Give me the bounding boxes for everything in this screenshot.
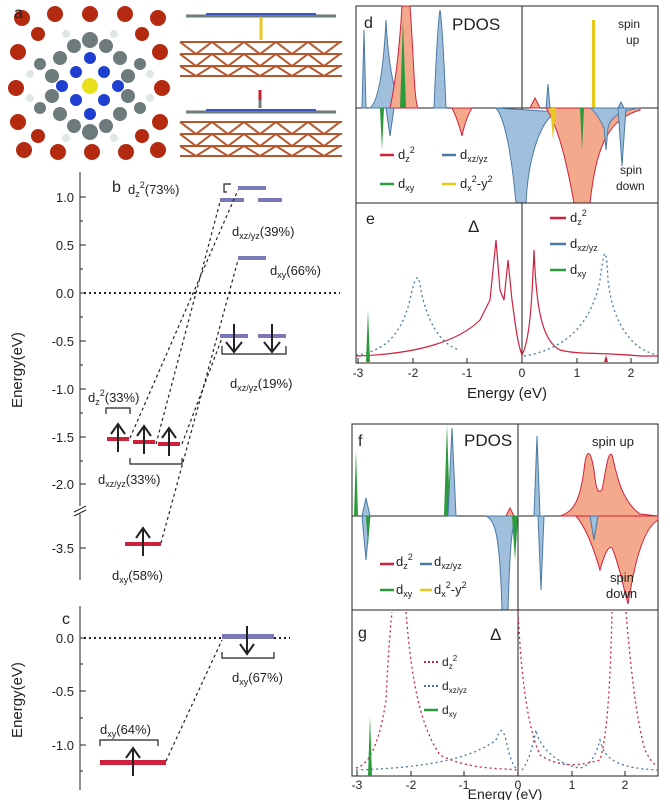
panel-d-spin-down-curves [380,107,641,204]
panel-e-xtick-m2: -2 [408,366,419,380]
panel-a: a [8,5,346,160]
svg-text:dxz/yz: dxz/yz [460,147,488,164]
panel-c: c Energy(eV) 0.0 -0.5 -1.0 dxy(67%) dxy(… [9,606,290,790]
panel-e-title: Δ [468,217,479,236]
panel-e-xtick-2: 2 [628,366,635,380]
molecule-top-view [8,6,170,160]
svg-text:dxz/yz: dxz/yz [442,679,467,695]
label-dxzyz-19: dxz/yz(19%) [230,376,292,393]
panel-b-up-arrows [110,422,177,556]
panel-f: f PDOS spin up spin down dz2 dxz/yz dxy … [351,423,659,611]
panel-b-brackets [105,183,287,465]
panel-b: b Energy(eV) 1.0 0.5 0.0 -0.5 -1.0 -1.5 … [9,172,340,585]
svg-text:dxy: dxy [442,703,457,719]
panel-b-ylabel: Energy(eV) [9,332,26,408]
panel-f-spin-down-curves [361,515,659,611]
panel-d-spin-down-2: down [616,179,645,193]
svg-text:dx2-y2: dx2-y2 [460,174,493,193]
panel-e-xlabel: Energy (eV) [467,385,547,402]
panel-c-tick-m1: -1.0 [52,738,74,753]
panel-e-xtick-m1: -1 [462,366,473,380]
svg-text:dz2: dz2 [442,654,458,671]
panel-f-label: f [358,433,363,450]
panel-d-spin-up-2: up [626,33,640,47]
molecule-side-view-bottom [176,86,346,158]
panel-f-spin-down-2: down [606,586,637,601]
panel-b-tick-0.5: 0.5 [56,238,74,253]
molecule-side-view-top [176,10,346,78]
svg-text:dxz/yz: dxz/yz [570,236,598,253]
panel-c-tick-m0.5: -0.5 [52,684,74,699]
panel-b-axis-break [73,505,87,517]
panel-e-xtick-0: 0 [519,366,526,380]
panel-g-xtick-m2: -2 [406,778,417,792]
panel-b-label: b [112,179,121,196]
panel-b-tick-0: 0.0 [56,286,74,301]
panel-g-title: Δ [490,625,501,644]
panel-e-frame [355,202,659,364]
panel-c-ylabel: Energy(eV) [9,662,26,738]
panel-g-xtick-1: 1 [569,778,576,792]
panel-b-tick-m3.5: -3.5 [52,541,74,556]
panel-b-tick-1: 1.0 [56,190,74,205]
panel-b-tick-m0.5: -0.5 [52,334,74,349]
panel-b-tick-m1.5: -1.5 [52,430,74,445]
panel-e-legend: dz2 dxz/yz dxy [550,208,598,279]
panel-g: g Δ dz2 dxz/yz dxy -3 -2 -1 0 1 2 Energy… [351,609,659,800]
panel-a-label: a [14,5,23,22]
panel-f-spin-up-curves [354,424,659,517]
panel-b-tick-m2: -2.0 [52,477,74,492]
panel-e-label: e [366,211,375,228]
label-dz2-73: dz2(73%) [128,180,179,199]
panel-g-xtick-2: 2 [622,778,629,792]
panel-e: e Δ dz2 dxz/yz dxy -3 -2 -1 0 1 2 Energy… [353,202,659,402]
label-c-dxy-67: dxy(67%) [232,670,283,687]
panel-e-xtick-1: 1 [574,366,581,380]
panel-g-frame [351,609,659,777]
panel-g-label: g [358,625,367,642]
panel-e-xtick-m3: -3 [353,366,364,380]
label-dz2-33: dz2(33%) [88,388,139,407]
label-dxy-66: dxy(66%) [270,263,321,280]
panel-d-title: PDOS [452,15,500,34]
panel-d-spin-up-1: spin [618,17,640,31]
svg-text:dxz/yz: dxz/yz [434,554,462,571]
panel-e-curves [355,239,659,362]
panel-d-label: d [364,15,373,32]
panel-b-down-arrows [225,324,281,354]
panel-g-curves [355,611,659,776]
label-c-dxy-64: dxy(64%) [100,722,151,739]
svg-text:dxy: dxy [396,582,413,599]
panel-f-spin-down-1: spin [610,570,634,585]
svg-text:dz2: dz2 [398,145,415,164]
svg-text:dxy: dxy [570,262,587,279]
panel-c-tick-0: 0.0 [56,631,74,646]
panel-f-spin-up: spin up [592,434,634,449]
panel-g-xtick-m1: -1 [459,778,470,792]
panel-g-legend: dz2 dxz/yz dxy [424,654,467,719]
panel-b-connectors [129,189,239,544]
panel-f-title: PDOS [464,431,512,450]
panel-b-upper-levels [220,186,286,338]
label-dxy-58: dxy(58%) [112,568,163,585]
svg-text:dxy: dxy [398,176,415,193]
panel-d: d PDOS spin up spin down dz2 dxz/yz dxy … [355,5,659,204]
svg-text:dx2-y2: dx2-y2 [434,580,467,599]
panel-d-legend: dz2 dxz/yz dxy dx2-y2 [380,145,493,193]
panel-d-spin-down-1: spin [620,163,642,177]
panel-f-legend: dz2 dxz/yz dxy dx2-y2 [380,552,467,599]
label-dxzyz-33: dxz/yz(33%) [98,472,160,489]
panel-g-xlabel: Energy (eV) [468,786,543,800]
label-dxzyz-39: dxz/yz(39%) [232,224,294,241]
panel-g-xtick-0: 0 [515,778,522,792]
panel-g-xtick-m3: -3 [352,778,363,792]
svg-text:dz2: dz2 [396,552,413,571]
svg-text:dz2: dz2 [570,208,587,227]
panel-c-label: c [62,611,70,628]
panel-b-tick-m1: -1.0 [52,382,74,397]
